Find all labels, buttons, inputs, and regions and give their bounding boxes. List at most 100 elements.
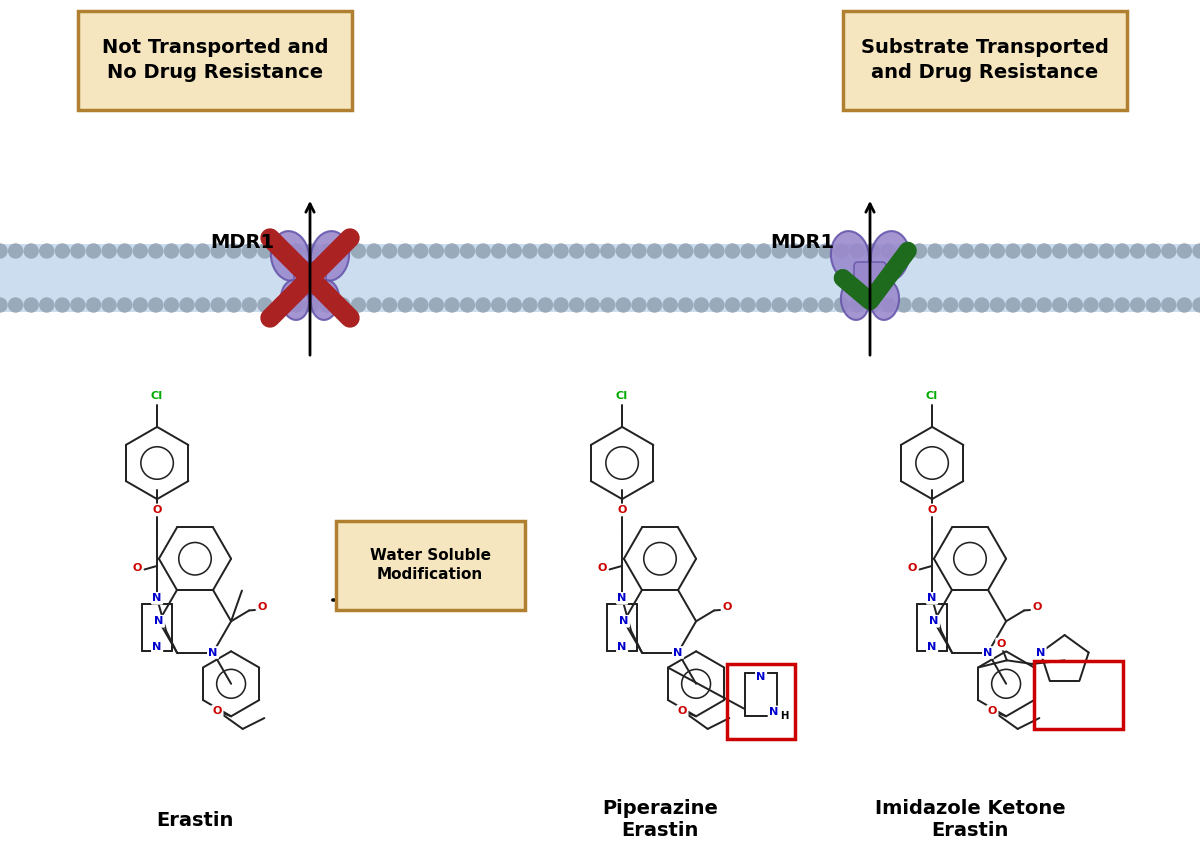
Circle shape [320,298,335,312]
Circle shape [834,298,848,312]
Text: N: N [618,593,626,604]
FancyBboxPatch shape [336,520,524,610]
Circle shape [508,298,521,312]
Circle shape [1162,298,1176,312]
Circle shape [695,244,708,258]
Circle shape [1115,244,1129,258]
Text: Cl: Cl [616,391,629,402]
Circle shape [508,244,521,258]
Circle shape [227,244,241,258]
Circle shape [757,244,770,258]
Circle shape [788,244,802,258]
Ellipse shape [281,280,310,320]
Circle shape [352,244,366,258]
Circle shape [912,298,926,312]
Circle shape [726,298,739,312]
Circle shape [367,298,382,312]
Text: O: O [132,562,142,573]
Circle shape [539,298,552,312]
Circle shape [1146,244,1160,258]
Circle shape [773,298,786,312]
Circle shape [1006,298,1020,312]
Circle shape [164,244,179,258]
Circle shape [726,244,739,258]
Circle shape [523,244,536,258]
Ellipse shape [311,231,349,281]
Circle shape [86,298,101,312]
Text: Substrate Transported
and Drug Resistance: Substrate Transported and Drug Resistanc… [862,38,1109,82]
Circle shape [1130,244,1145,258]
Text: N: N [152,642,162,652]
Circle shape [55,244,70,258]
Circle shape [865,244,880,258]
Circle shape [102,298,116,312]
Circle shape [305,244,319,258]
Circle shape [695,298,708,312]
Circle shape [881,298,895,312]
Circle shape [679,298,692,312]
Ellipse shape [311,280,340,320]
Circle shape [71,298,85,312]
Circle shape [990,244,1004,258]
Text: Cl: Cl [926,391,938,402]
Circle shape [133,244,148,258]
Circle shape [554,244,568,258]
Circle shape [227,298,241,312]
Circle shape [430,244,443,258]
Text: Cl: Cl [151,391,163,402]
Circle shape [1037,244,1051,258]
Circle shape [1021,298,1036,312]
Circle shape [1037,298,1051,312]
Circle shape [959,244,973,258]
Circle shape [476,298,490,312]
Circle shape [850,298,864,312]
Circle shape [974,298,989,312]
Circle shape [757,298,770,312]
Circle shape [1193,298,1200,312]
Text: O: O [907,562,917,573]
Circle shape [664,244,677,258]
Circle shape [1084,298,1098,312]
Circle shape [601,244,614,258]
Circle shape [320,244,335,258]
Circle shape [398,298,412,312]
Text: O: O [617,505,626,515]
Circle shape [211,244,226,258]
Circle shape [1115,298,1129,312]
Circle shape [943,244,958,258]
Circle shape [896,244,911,258]
Circle shape [55,298,70,312]
Circle shape [865,298,880,312]
Circle shape [617,298,630,312]
Circle shape [1052,244,1067,258]
Circle shape [274,244,288,258]
Circle shape [445,298,458,312]
Circle shape [211,298,226,312]
Text: H: H [780,710,788,721]
Circle shape [461,244,474,258]
Circle shape [912,244,926,258]
Circle shape [959,298,973,312]
Circle shape [242,244,257,258]
Circle shape [679,244,692,258]
FancyBboxPatch shape [78,10,352,109]
Circle shape [1021,244,1036,258]
Text: N: N [1036,648,1045,658]
Circle shape [1099,298,1114,312]
Text: N: N [618,642,626,652]
Circle shape [943,298,958,312]
Text: Imidazole Ketone
Erastin: Imidazole Ketone Erastin [875,800,1066,840]
Text: O: O [678,706,688,716]
Circle shape [1084,244,1098,258]
Circle shape [336,244,350,258]
Circle shape [24,298,38,312]
Circle shape [40,298,54,312]
Circle shape [383,298,397,312]
Circle shape [149,298,163,312]
Circle shape [492,244,505,258]
Text: O: O [257,602,266,611]
Circle shape [0,298,7,312]
Bar [1033,660,1123,728]
Bar [0,244,1200,312]
Circle shape [1177,298,1192,312]
